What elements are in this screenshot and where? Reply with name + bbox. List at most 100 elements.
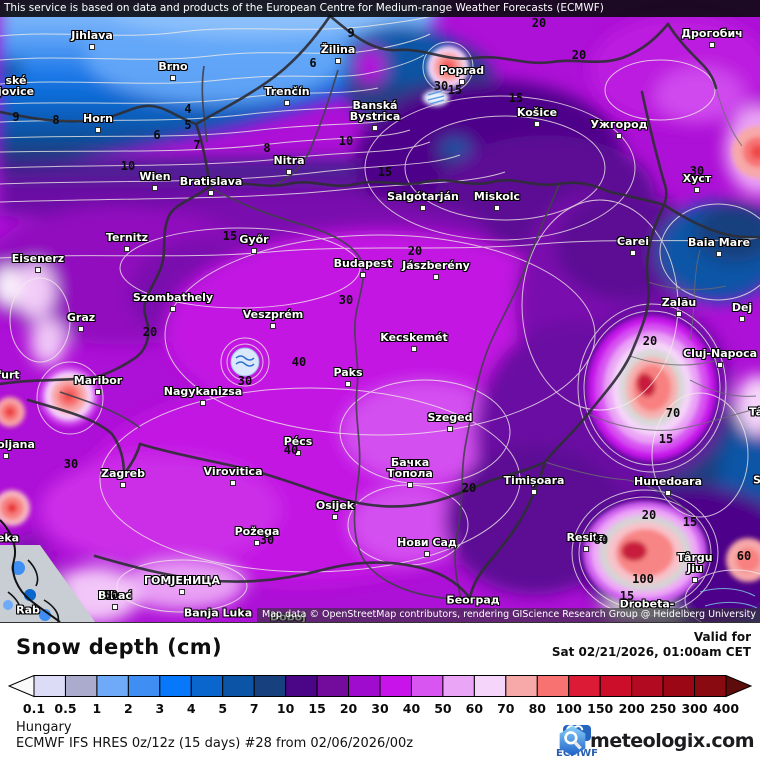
city-marker [286,169,292,175]
city-label: Košice [516,106,558,119]
legend-tick: 50 [434,701,452,716]
city-label: Brno [158,60,188,73]
city-marker [717,362,723,368]
ecmwf-logo-text: ECMWF [556,748,598,759]
city-label: Jászberény [402,259,470,272]
meteologix-logo-text: meteologix.com [590,730,754,752]
contour-value-label: 70 [665,406,681,420]
city-marker [709,42,715,48]
city-marker [694,187,700,193]
city-label: Maribor [73,374,123,387]
contour-value-label: 20 [571,48,587,62]
model-run-label: ECMWF IFS HRES 0z/12z (15 days) #28 from… [16,736,414,751]
ecmwf-service-banner: This service is based on data and produc… [0,0,760,17]
city-label: oljana [0,438,35,451]
contour-value-label: 8 [52,113,60,127]
city-marker [89,44,95,50]
city-label: Nagykanizsa [163,385,243,398]
legend-tick: 300 [681,701,707,716]
city-label: Resita [566,531,606,544]
city-label: Paks [333,366,363,379]
city-marker [95,389,101,395]
contour-value-label: 6 [309,56,317,70]
legend-colorbar: 0.1 0.5 1 2 3 4 5 7 10 15 20 30 40 50 60 70 80 100 150 200 2… [7,674,753,717]
city-marker [424,551,430,557]
contour-value-label: 30 [237,374,253,388]
legend-tick: 0.1 [23,701,45,716]
contour-value-label: 20 [641,508,657,522]
city-label: Szombathely [132,291,214,304]
city-marker [459,79,465,85]
city-marker [665,490,671,496]
city-label: Žilina [320,43,356,56]
city-label: Győr [239,233,269,246]
valid-label: Valid for [693,630,751,644]
contour-value-label: 20 [531,16,547,30]
city-label: Ternitz [105,231,149,244]
contour-value-label: 15 [658,432,674,446]
city-marker [112,604,118,610]
city-marker [494,205,500,211]
city-marker [531,489,537,495]
legend-tick: 20 [340,701,358,716]
contour-value-label: 20 [142,325,158,339]
contour-value-label: 15 [377,165,393,179]
city-label: Drobeta- [619,597,675,611]
city-marker [254,540,260,546]
contour-value-label: 40 [283,443,299,457]
city-marker [692,577,698,583]
legend-tick: 7 [250,701,259,716]
city-label: Târgu Jiu [677,551,713,575]
city-label: Zalău [661,296,697,309]
city-label: Dej [731,301,753,314]
legend-scale: 0.1 0.5 1 2 3 4 5 7 10 15 20 30 40 50 60 70 80 100 150 200 2… [7,674,753,716]
contour-value-label: 10 [120,159,136,173]
city-label: Nitra [273,154,305,167]
city-marker [345,381,351,387]
city-marker [447,426,453,432]
city-label: Kecskemét [380,331,448,344]
city-label: Београд [446,593,500,607]
city-marker [295,450,301,456]
legend-tick: 250 [650,701,676,716]
contour-value-label: 15 [222,229,238,243]
city-label: Timișoara [503,474,565,487]
city-label: Szeged [427,411,473,424]
map-field-art [0,0,760,622]
contour-value-label: 8 [263,141,271,155]
legend-tick: 10 [277,701,295,716]
map-attribution: Map data © OpenStreetMap contributors, r… [257,608,760,622]
city-marker [534,121,540,127]
city-marker [251,248,257,254]
city-label: eka [0,531,20,545]
legend-tick: 400 [713,701,739,716]
snow-depth-map[interactable]: Jihlava Brno ské jovice Žilina Trenčín Banská B… [0,0,760,622]
valid-time: Valid for Sat 02/21/2026, 01:00am CET [552,630,751,660]
contour-value-label: 30 [433,79,449,93]
city-label: Wien [139,170,171,183]
city-marker [3,453,9,459]
meteologix-logo[interactable]: meteologix.com [559,726,754,756]
city-label: Graz [66,311,96,324]
contour-value-label: 5 [184,118,192,132]
city-label: ГОМЈЕНИЦА [143,574,221,587]
city-marker [95,127,101,133]
city-marker [284,100,290,106]
city-marker [230,480,236,486]
legend-tick: 1 [93,701,102,716]
city-label: Banská Bystrica [349,99,401,123]
city-marker [583,546,589,552]
city-label: ské jovice [0,74,35,98]
contour-value-label: 30 [63,457,79,471]
contour-value-label: 15 [619,589,635,603]
city-label: Cluj-Napoca [682,347,758,360]
contour-value-label: 30 [689,164,705,178]
contour-value-label: 20 [642,334,658,348]
city-marker [676,311,682,317]
city-label: Hunedoara [633,475,703,488]
city-label: Budapest [333,257,393,270]
legend-tick: 100 [556,701,582,716]
contour-value-label: 20 [407,244,423,258]
city-marker [170,75,176,81]
